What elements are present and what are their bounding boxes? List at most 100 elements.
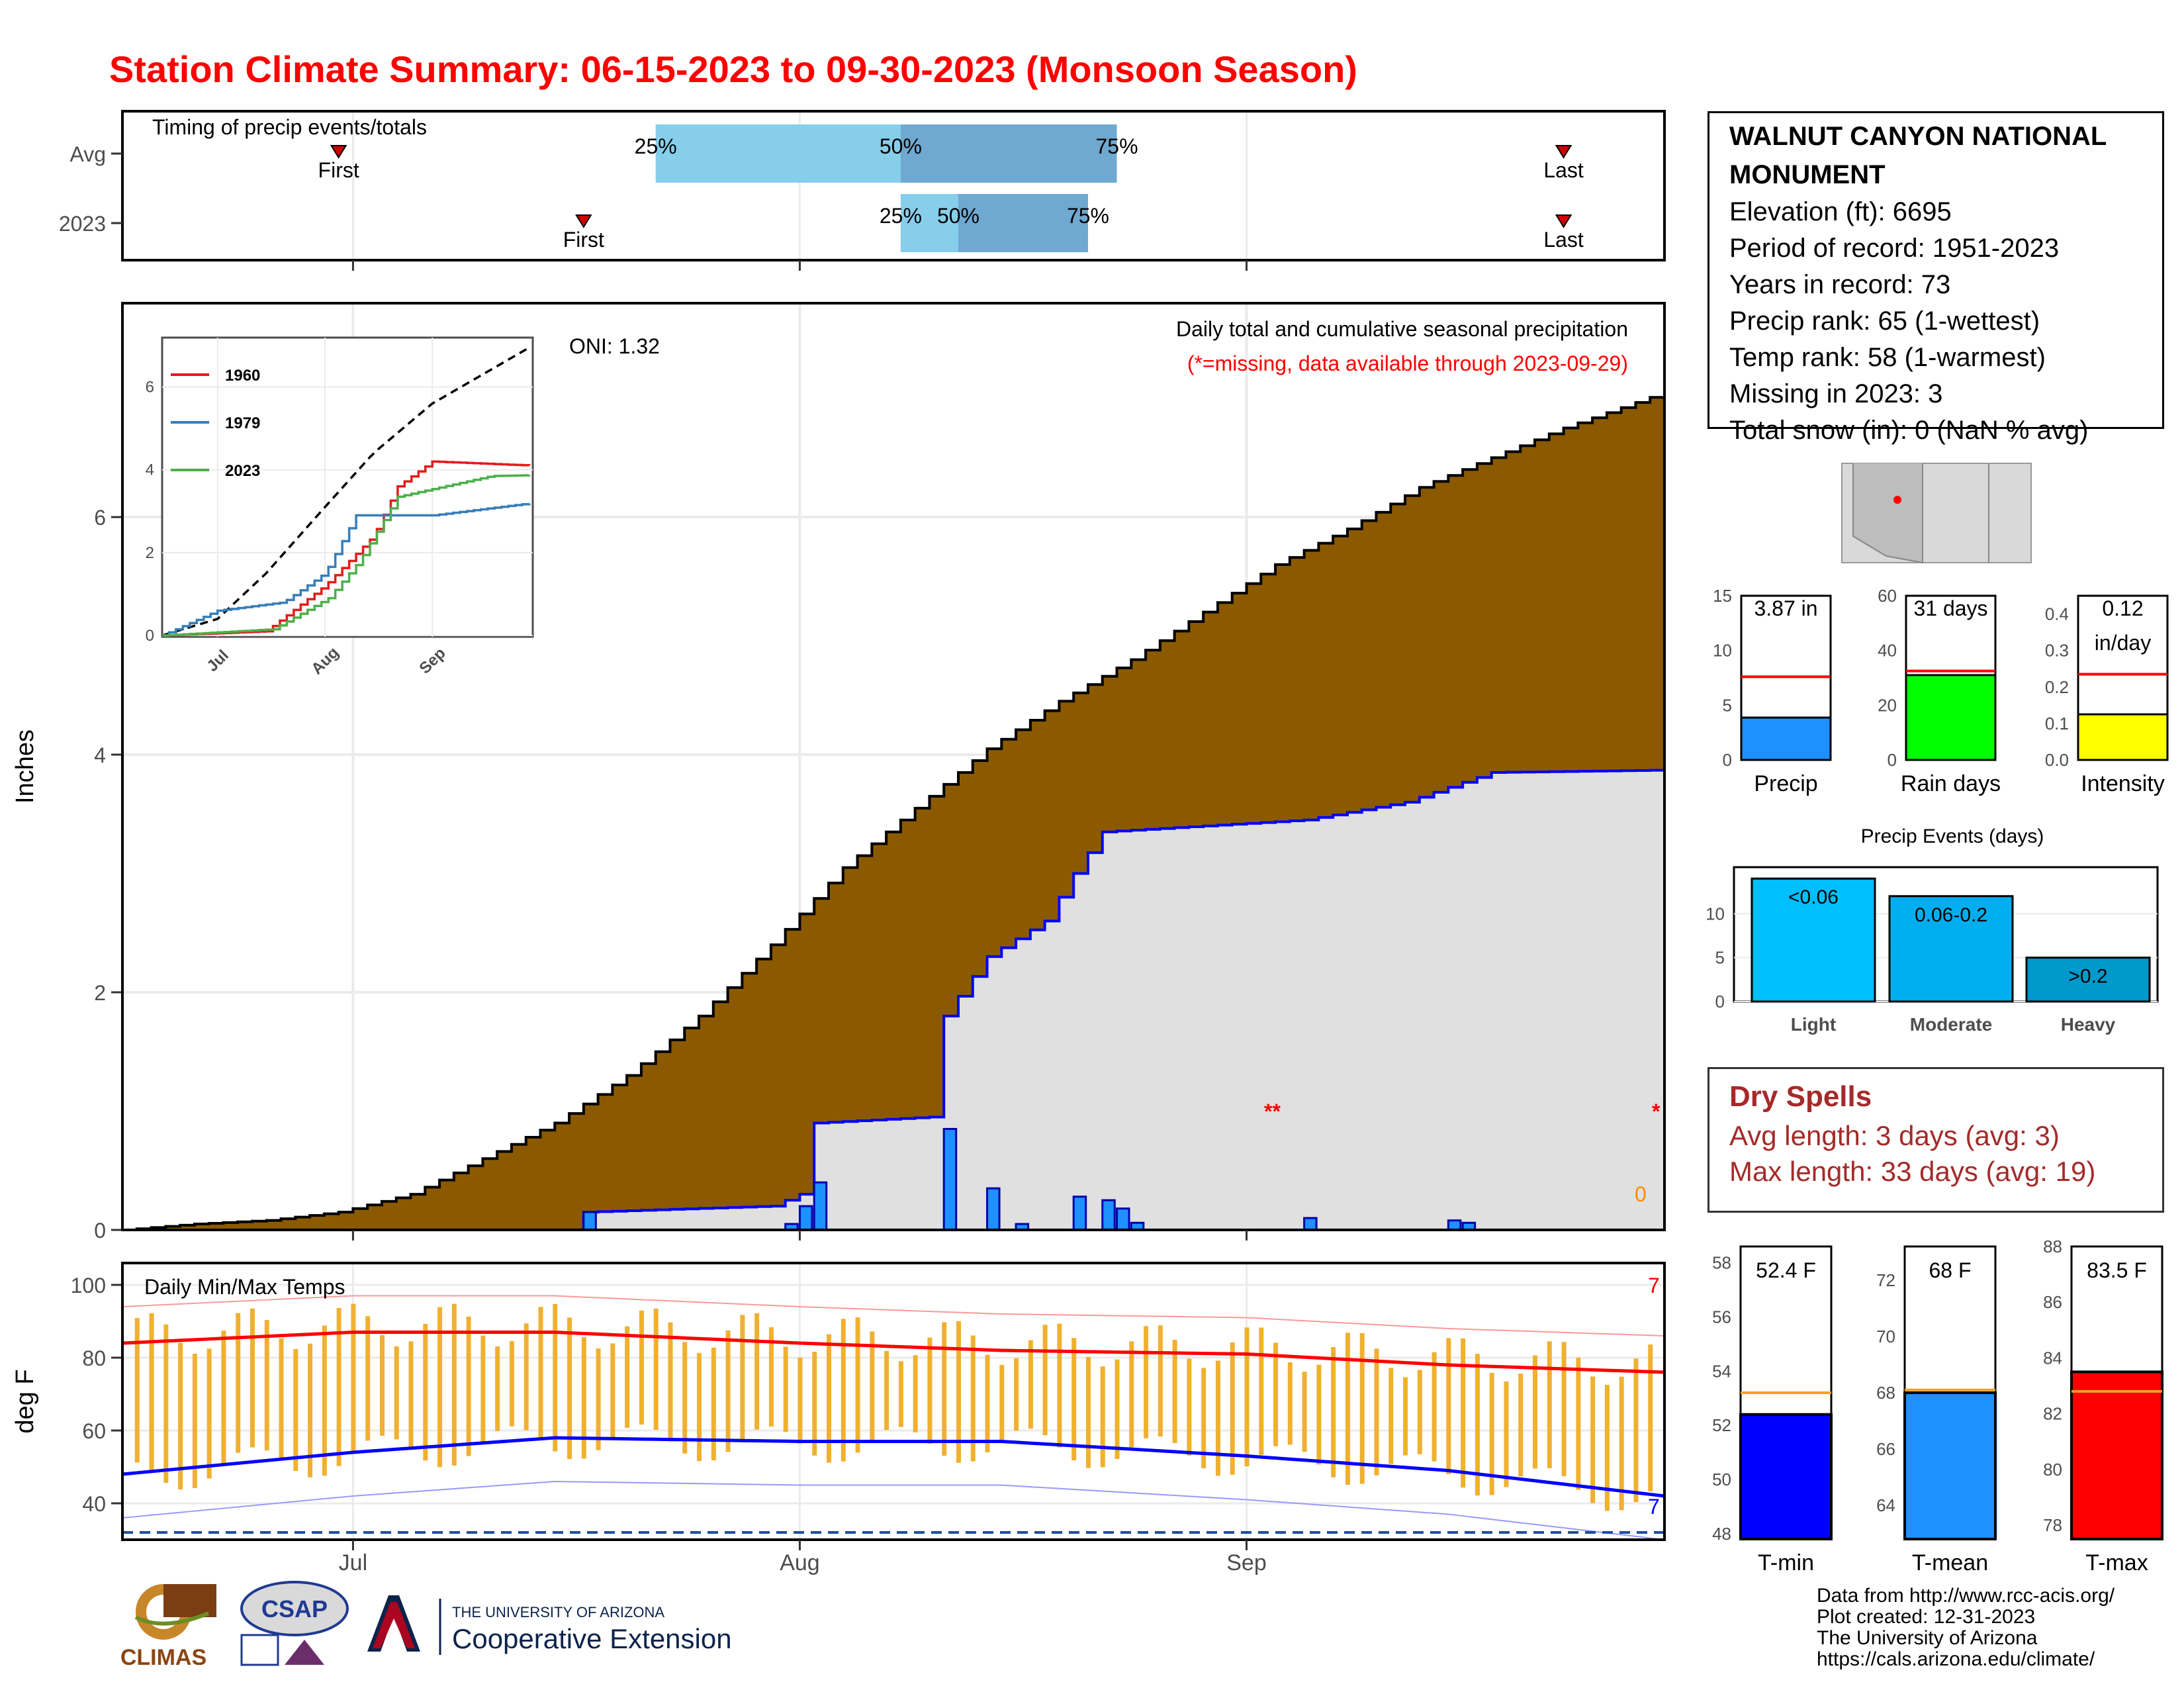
mini-bar-tick-label: 0.4 (2045, 604, 2069, 624)
state-map (1841, 463, 2032, 564)
mini-bar-tick-label: 15 (1713, 586, 1732, 606)
daily-temp-range-bar (1144, 1326, 1149, 1438)
mini-bar-tick-label: 5 (1723, 695, 1732, 715)
temp-bar-tick-label: 78 (2043, 1515, 2062, 1535)
daily-temp-range-bar (841, 1319, 846, 1462)
temp-bar-tick-label: 86 (2043, 1292, 2062, 1312)
mini-bar-value-label: 0.12 (2102, 596, 2143, 620)
daily-temp-range-bar (423, 1323, 428, 1461)
x-tick-label: Jul (339, 1550, 367, 1575)
daily-temp-range-bar (1633, 1358, 1639, 1503)
credit-line: Data from http://www.rcc-acis.org/ (1817, 1585, 2115, 1607)
temp-bar-tick-label: 84 (2043, 1348, 2062, 1368)
daily-temp-range-bar (250, 1308, 255, 1448)
temp-bar-tick-label: 48 (1712, 1524, 1731, 1544)
inset-y-tick-label: 0 (146, 627, 154, 645)
temp-bar-tick-label: 80 (2043, 1460, 2062, 1479)
timing-bar-25-50 (900, 194, 958, 252)
daily-temp-range-bar (134, 1318, 140, 1463)
daily-temp-range-bar (596, 1348, 601, 1450)
mini-bar-tick-label: 0.1 (2045, 714, 2069, 733)
daily-temp-range-bar (827, 1334, 832, 1463)
daily-temp-range-bar (1576, 1357, 1581, 1490)
daily-temp-range-bar (1345, 1333, 1350, 1485)
dry-spells-max: Max length: 33 days (avg: 19) (1729, 1156, 2096, 1187)
daily-precip-bar (813, 1181, 828, 1231)
mini-bar-category: Precip (1754, 771, 1817, 796)
daily-temp-range-bar (768, 1327, 774, 1427)
daily-temp-range-bar (567, 1317, 572, 1460)
precip-panel-frame (121, 302, 1666, 1231)
events-bar (2025, 957, 2151, 1003)
mini-bar-tick-label: 0.3 (2045, 641, 2069, 661)
daily-temp-range-bar (1518, 1374, 1524, 1477)
mini-bar-value-label: in/day (2095, 631, 2151, 655)
daily-temp-range-bar (812, 1352, 817, 1456)
daily-temp-range-bar (1331, 1346, 1336, 1477)
daily-temp-range-bar (740, 1315, 745, 1440)
daily-precip-bar (986, 1187, 1001, 1231)
daily-temp-range-bar (1648, 1344, 1653, 1491)
inset-y-tick-label: 4 (146, 461, 154, 479)
temp-bar-tick-label: 52 (1712, 1415, 1731, 1435)
daily-temp-range-bar (351, 1303, 356, 1452)
first-marker (575, 214, 592, 228)
daily-temp-range-bar (437, 1307, 443, 1468)
daily-temp-range-bar (1287, 1362, 1293, 1445)
timing-p75-label: 75% (1067, 204, 1109, 228)
daily-temp-range-bar (466, 1316, 471, 1456)
mini-bar-value-label: 31 days (1913, 596, 1987, 620)
daily-temp-range-bar (1417, 1370, 1422, 1454)
daily-temp-range-bar (495, 1346, 500, 1431)
daily-precip-bar (1072, 1196, 1087, 1231)
daily-precip-bar (1447, 1219, 1462, 1231)
daily-temp-range-bar (653, 1308, 659, 1430)
station-info-box: WALNUT CANYON NATIONAL MONUMENT Elevatio… (1707, 111, 2164, 445)
daily-temp-range-bar (625, 1326, 630, 1428)
temp-bar-charts: 48 50 52 54 56 58 52.4 F T-min 64 66 68 70 72 68 F T-m… (1712, 1237, 2163, 1575)
daily-temp-range-bar (1215, 1360, 1220, 1476)
temp-bar-value (1903, 1391, 1997, 1540)
daily-temp-range-bar (264, 1320, 269, 1451)
events-bar-label: >0.2 (2068, 966, 2107, 988)
events-category: Moderate (1910, 1014, 1992, 1035)
daily-temp-range-bar (308, 1343, 313, 1477)
daily-temp-range-bar (1244, 1327, 1250, 1467)
daily-temp-range-bar (1374, 1348, 1379, 1476)
temp-bar-value (1739, 1413, 1833, 1540)
station-years: Years in record: 73 (1729, 270, 1951, 299)
daily-temp-range-bar (206, 1348, 212, 1479)
inset-y-tick-label: 6 (146, 379, 154, 397)
daily-temp-range-bar (1604, 1385, 1610, 1511)
daily-temp-range-bar (1259, 1327, 1264, 1455)
daily-temp-range-bar (322, 1325, 327, 1476)
daily-temp-range-bar (1057, 1323, 1062, 1448)
daily-temp-range-bar (1475, 1354, 1480, 1496)
daily-temp-range-bar (898, 1361, 903, 1427)
daily-temp-range-bar (999, 1364, 1005, 1440)
mini-bar-tick-label: 0 (1888, 750, 1897, 770)
events-bar (1888, 895, 2014, 1003)
daily-temp-range-bar (1158, 1325, 1163, 1436)
x-axis: Jul Aug Sep (339, 260, 1267, 1575)
daily-temp-range-bar (884, 1350, 889, 1430)
temp-bar-value-label: 52.4 F (1756, 1258, 1816, 1282)
last-label: Last (1543, 158, 1584, 182)
daily-temp-range-bar (1230, 1342, 1235, 1475)
daily-precip-bar (1116, 1207, 1130, 1231)
last-marker (1555, 145, 1572, 159)
credit-line: The University of Arizona (1817, 1627, 2038, 1649)
daily-temp-range-bar (538, 1307, 543, 1440)
timing-p25-label: 25% (635, 134, 677, 158)
precip-annotation-missing: (*=missing, data available through 2023-… (1187, 352, 1628, 375)
daily-temp-range-bar (1028, 1340, 1033, 1429)
temp-bar-category: T-mean (1912, 1550, 1988, 1575)
last-label: Last (1543, 228, 1584, 252)
daily-precip-bar (798, 1205, 813, 1231)
first-label: First (318, 158, 359, 182)
inset-series-line (162, 474, 531, 637)
timing-label: Timing of precip events/totals (152, 115, 427, 139)
first-marker (330, 145, 347, 159)
precip-annotation-title: Daily total and cumulative seasonal prec… (1176, 317, 1628, 341)
